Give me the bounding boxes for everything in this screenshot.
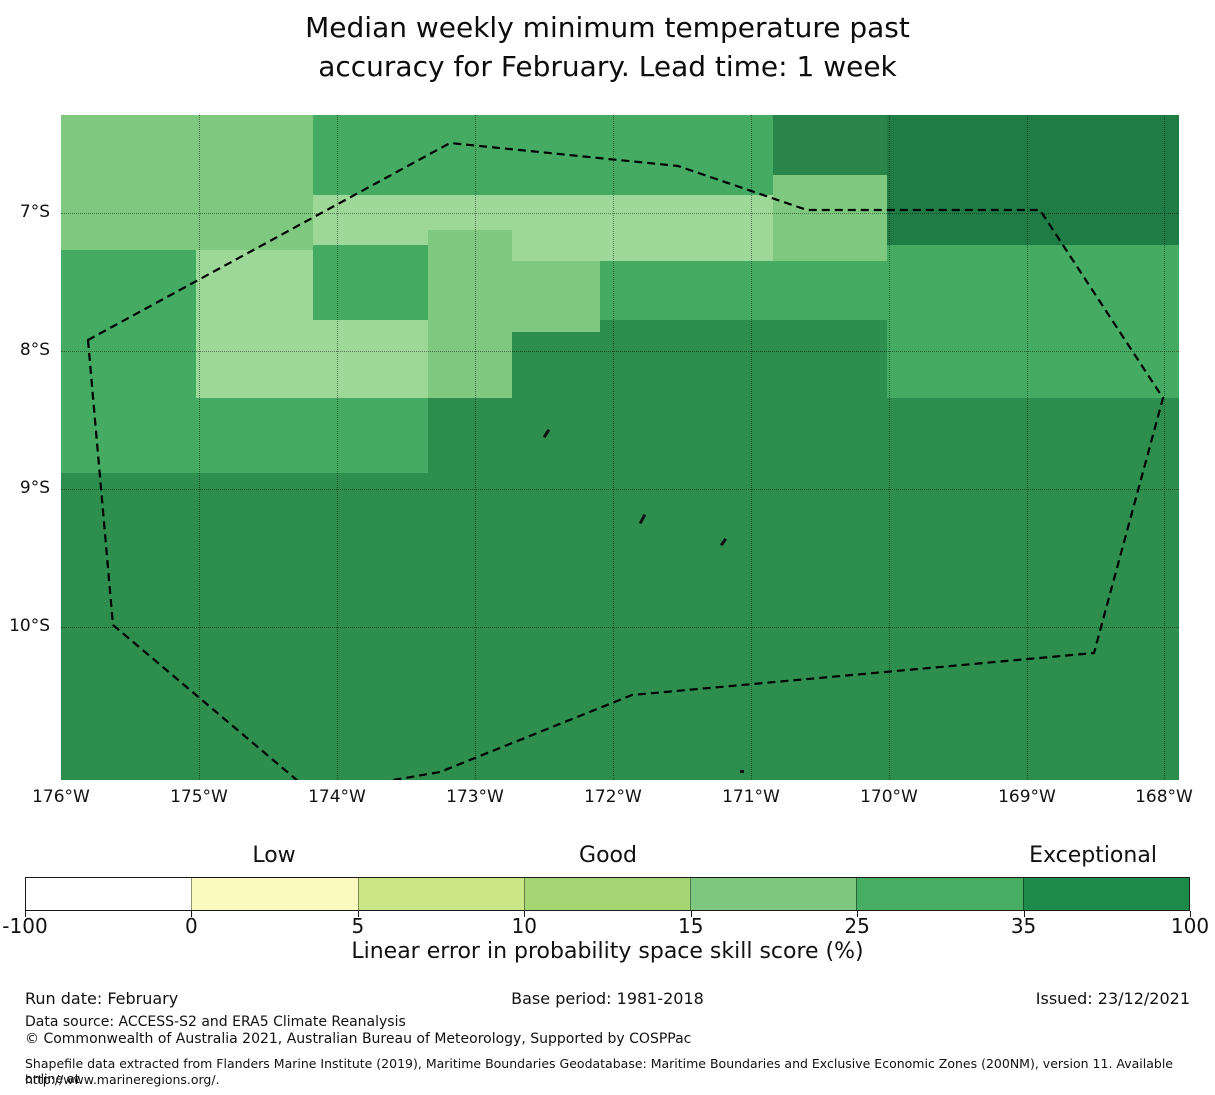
skill-cell — [61, 115, 196, 250]
colorbar-segment — [191, 878, 358, 910]
y-tick-label: 10°S — [9, 616, 50, 636]
skill-cell — [773, 261, 887, 320]
colorbar-category-label: Good — [579, 843, 637, 868]
colorbar-tick — [857, 911, 859, 917]
skill-cell — [313, 115, 773, 195]
gridline-horizontal — [61, 489, 1179, 490]
colorbar-tick — [357, 911, 359, 917]
colorbar-tick-label: 5 — [351, 914, 365, 938]
x-tick-label: 169°W — [998, 787, 1056, 807]
colorbar-tick — [1023, 911, 1025, 917]
colorbar — [25, 877, 1190, 911]
y-tick-label: 7°S — [19, 202, 50, 222]
skill-cell — [887, 245, 1179, 398]
colorbar-tick — [25, 911, 26, 917]
colorbar-tick — [524, 911, 526, 917]
skill-score-map — [61, 115, 1179, 780]
x-tick-label: 174°W — [308, 787, 366, 807]
skill-cell — [196, 250, 313, 398]
x-tick-label: 176°W — [32, 787, 90, 807]
title-line-2: accuracy for February. Lead time: 1 week — [318, 50, 897, 83]
colorbar-tick-label: 25 — [844, 914, 870, 938]
gridline-vertical — [199, 115, 200, 780]
copyright-text: © Commonwealth of Australia 2021, Austra… — [25, 1031, 692, 1047]
colorbar-tick-label: 35 — [1010, 914, 1037, 938]
x-tick-label: 168°W — [1135, 787, 1193, 807]
skill-cell — [773, 115, 887, 175]
colorbar-segment — [26, 878, 192, 910]
colorbar-axis-label: Linear error in probability space skill … — [351, 939, 864, 964]
title-line-1: Median weekly minimum temperature past — [305, 11, 910, 44]
colorbar-segment — [690, 878, 857, 910]
skill-cell — [887, 115, 1179, 245]
colorbar-tick-label: 15 — [677, 914, 704, 938]
gridline-vertical — [1027, 115, 1028, 780]
colorbar-tick-label: 10 — [511, 914, 537, 938]
gridline-vertical — [751, 115, 752, 780]
figure-title: Median weekly minimum temperature past a… — [0, 8, 1215, 86]
gridline-horizontal — [61, 351, 1179, 352]
skill-cell — [428, 230, 512, 398]
issued-date-text: Issued: 23/12/2021 — [1035, 989, 1190, 1008]
base-period-text: Base period: 1981-2018 — [511, 989, 704, 1008]
colorbar-tick — [690, 911, 692, 917]
gridline-horizontal — [61, 213, 1179, 214]
eez-boundary-outline — [86, 141, 1165, 780]
colorbar-segment — [856, 878, 1023, 910]
gridline-vertical — [889, 115, 890, 780]
skill-cell — [313, 245, 428, 320]
colorbar-segment — [523, 878, 691, 910]
x-tick-label: 170°W — [860, 787, 918, 807]
colorbar-segment — [1022, 878, 1189, 910]
y-tick-label: 8°S — [19, 340, 50, 360]
skill-cell — [600, 261, 773, 320]
island-mark — [740, 770, 744, 773]
y-tick-label: 9°S — [19, 478, 50, 498]
skill-cell — [313, 398, 428, 473]
x-tick-label: 171°W — [722, 787, 780, 807]
colorbar-tick — [1190, 911, 1191, 917]
run-date-text: Run date: February — [25, 989, 179, 1008]
gridline-horizontal — [61, 627, 1179, 628]
gridline-vertical — [337, 115, 338, 780]
colorbar-segment — [357, 878, 524, 910]
skill-cell — [61, 250, 196, 473]
x-tick-label: 175°W — [170, 787, 228, 807]
skill-cell — [196, 398, 313, 473]
skill-cell — [773, 175, 887, 261]
gridline-vertical — [475, 115, 476, 780]
x-tick-label: 173°W — [446, 787, 504, 807]
data-source-text: Data source: ACCESS-S2 and ERA5 Climate … — [25, 1014, 406, 1030]
colorbar-tick — [191, 911, 193, 917]
x-tick-label: 172°W — [584, 787, 642, 807]
shapefile-attribution-text: Shapefile data extracted from Flanders M… — [25, 1056, 1173, 1086]
colorbar-tick-label: -100 — [2, 914, 48, 938]
colorbar-category-label: Exceptional — [1029, 843, 1157, 868]
colorbar-tick-label: 100 — [1170, 914, 1210, 938]
gridline-vertical — [613, 115, 614, 780]
colorbar-category-label: Low — [252, 843, 296, 868]
skill-cell — [313, 320, 428, 398]
colorbar-tick-label: 0 — [185, 914, 198, 938]
skill-cell — [512, 261, 600, 332]
gridline-vertical — [1164, 115, 1165, 780]
shapefile-url-text: http://www.marineregions.org/. — [25, 1072, 220, 1087]
